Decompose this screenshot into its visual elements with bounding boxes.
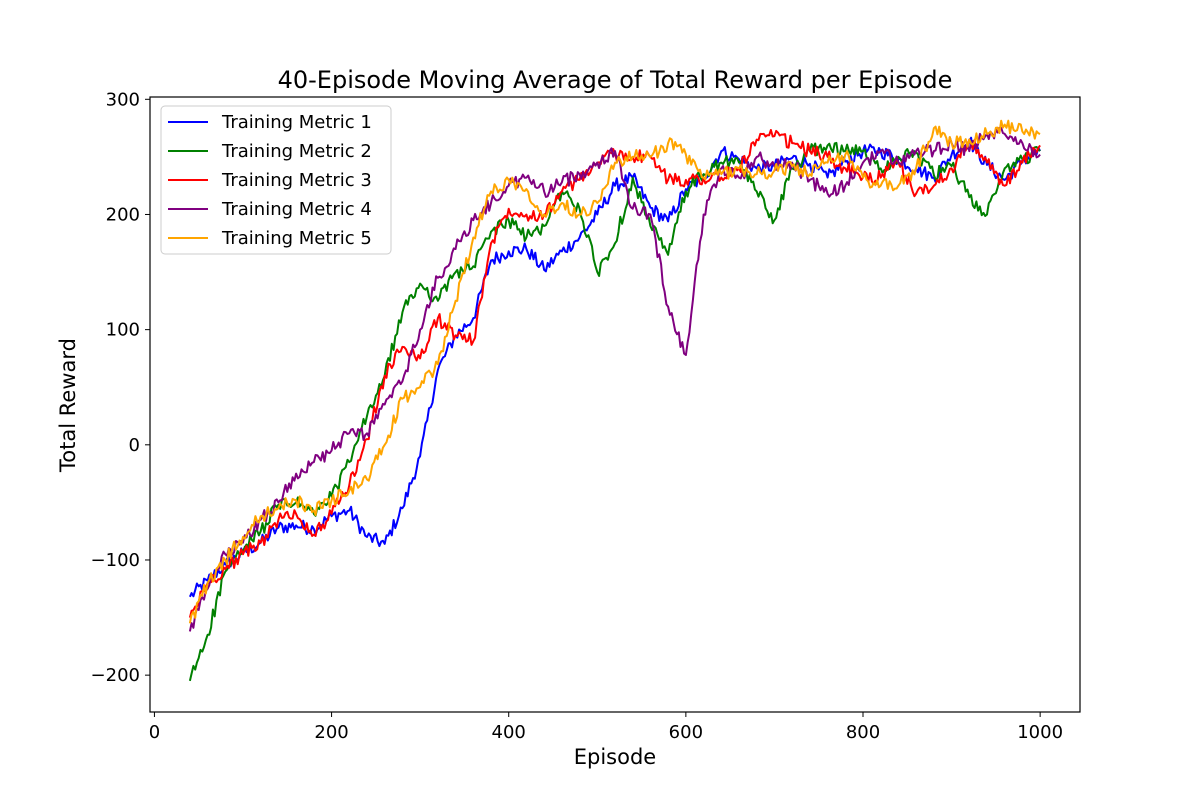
series-line-2 <box>188 141 1041 682</box>
y-tick-label: 200 <box>106 204 140 225</box>
plot-frame <box>149 96 1081 713</box>
series-line-4 <box>188 126 1041 632</box>
legend: Training Metric 1 Training Metric 2 Traini… <box>160 105 392 255</box>
legend-label: Training Metric 5 <box>221 228 372 249</box>
y-axis-ticks: −200 −100 0 100 200 300 <box>91 89 150 686</box>
x-tick-label: 0 <box>149 722 160 743</box>
legend-label: Training Metric 2 <box>221 141 372 162</box>
x-tick-label: 200 <box>314 722 348 743</box>
legend-label: Training Metric 3 <box>221 170 372 191</box>
x-tick-label: 600 <box>669 722 703 743</box>
y-tick-label: 300 <box>106 89 140 110</box>
y-tick-label: −200 <box>91 665 140 686</box>
y-axis-label: Total Reward <box>56 338 80 473</box>
x-tick-label: 400 <box>492 722 526 743</box>
x-axis-label: Episode <box>574 745 656 769</box>
y-tick-label: −100 <box>91 550 140 571</box>
y-tick-label: 100 <box>106 320 140 341</box>
x-axis-ticks: 0 200 400 600 800 1000 <box>149 712 1063 743</box>
legend-box <box>160 105 392 255</box>
legend-label: Training Metric 1 <box>221 112 372 133</box>
y-tick-label: 0 <box>129 435 140 456</box>
series-line-5 <box>188 119 1041 624</box>
chart-title: 40-Episode Moving Average of Total Rewar… <box>278 66 953 94</box>
plot-lines <box>188 119 1041 682</box>
legend-label: Training Metric 4 <box>221 199 372 220</box>
x-tick-label: 1000 <box>1017 722 1063 743</box>
x-tick-label: 800 <box>846 722 880 743</box>
